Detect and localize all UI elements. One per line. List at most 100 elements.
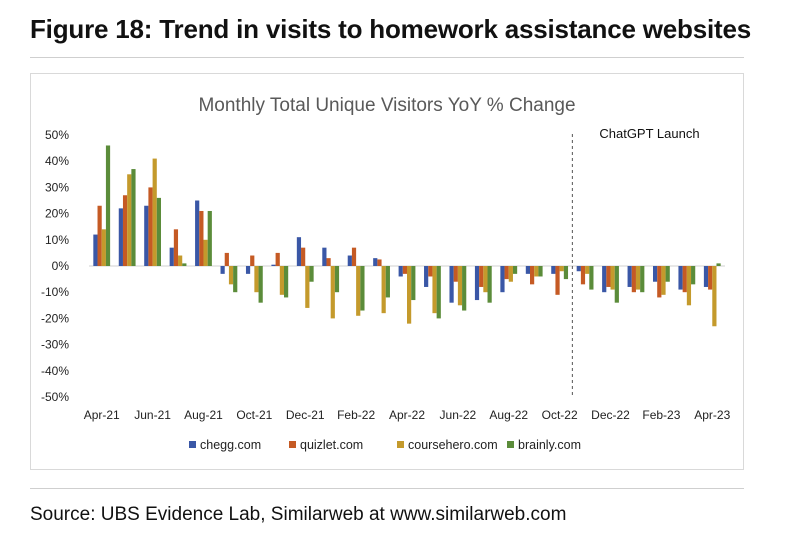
bar-chegg-com	[424, 266, 429, 287]
bar-chegg-com	[169, 247, 174, 266]
bar-coursehero-com	[228, 266, 234, 285]
bar-coursehero-com	[127, 174, 132, 266]
source-note: Source: UBS Evidence Lab, Similarweb at …	[30, 504, 567, 525]
bar-brainly-com	[360, 266, 365, 311]
bar-chegg-com	[703, 266, 709, 287]
bar-chegg-com	[627, 266, 632, 287]
y-tick-label: 0%	[52, 259, 70, 273]
bar-chegg-com	[653, 266, 658, 282]
bar-brainly-com	[665, 266, 670, 282]
bar-brainly-com	[334, 266, 340, 293]
legend-label: brainly.com	[518, 438, 581, 452]
bar-chart: Monthly Total Unique Visitors YoY % Chan…	[41, 95, 731, 452]
bar-brainly-com	[385, 266, 390, 298]
bar-coursehero-com	[305, 266, 310, 308]
bar-quizlet-com	[351, 247, 357, 266]
chatgpt-launch-annotation: ChatGPT Launch	[571, 126, 700, 396]
bar-quizlet-com	[326, 258, 331, 266]
bar-chegg-com	[373, 258, 378, 266]
bar-quizlet-com	[631, 266, 636, 293]
annotation-label: ChatGPT Launch	[599, 126, 699, 141]
x-tick-label: Aug-21	[184, 408, 223, 422]
bar-brainly-com	[233, 266, 238, 293]
bar-chegg-com	[220, 266, 225, 274]
bar-chegg-com	[93, 234, 98, 266]
bottom-divider	[30, 488, 744, 489]
y-tick-label: -50%	[41, 390, 69, 404]
y-tick-label: 20%	[45, 207, 69, 221]
chart-container: Monthly Total Unique Visitors YoY % Chan…	[30, 73, 744, 470]
bar-chegg-com	[245, 266, 251, 274]
x-tick-label: Apr-23	[694, 408, 730, 422]
x-tick-label: Dec-22	[591, 408, 630, 422]
bar-coursehero-com	[483, 266, 488, 293]
bar-chegg-com	[271, 264, 276, 266]
legend-swatch	[189, 441, 196, 448]
bar-coursehero-com	[585, 266, 590, 274]
bar-coursehero-com	[686, 266, 692, 306]
bar-chegg-com	[525, 266, 530, 274]
bar-brainly-com	[284, 266, 289, 298]
bar-brainly-com	[131, 169, 136, 266]
bar-quizlet-com	[504, 266, 509, 280]
x-tick-label: Feb-22	[337, 408, 375, 422]
x-tick-label: Apr-21	[84, 408, 120, 422]
bar-chegg-com	[500, 266, 505, 293]
bar-quizlet-com	[453, 266, 458, 282]
bar-brainly-com	[309, 266, 314, 282]
legend: chegg.com quizlet.com coursehero.com brainl…	[189, 438, 581, 452]
bar-chegg-com	[576, 266, 581, 272]
y-tick-label: -40%	[41, 364, 69, 378]
x-tick-label: Feb-23	[642, 408, 680, 422]
y-axis: 50% 40% 30% 20% 10% 0% -10% -20% -30% -40% -50%	[41, 128, 725, 404]
bar-brainly-com	[589, 266, 594, 290]
bars	[93, 145, 721, 327]
legend-label: coursehero.com	[408, 438, 498, 452]
y-tick-label: 10%	[45, 233, 69, 247]
bar-coursehero-com	[559, 266, 564, 272]
bar-quizlet-com	[402, 266, 407, 274]
bar-quizlet-com	[530, 266, 535, 285]
x-tick-label: Jun-21	[134, 408, 171, 422]
y-tick-label: -20%	[41, 311, 69, 325]
bar-brainly-com	[182, 263, 187, 266]
bar-quizlet-com	[199, 210, 204, 266]
bar-coursehero-com	[101, 229, 106, 266]
bar-quizlet-com	[682, 266, 687, 293]
bar-chegg-com	[296, 237, 302, 266]
bar-brainly-com	[563, 266, 569, 280]
bar-coursehero-com	[381, 266, 386, 314]
bar-coursehero-com	[178, 255, 183, 266]
bar-coursehero-com	[152, 158, 157, 266]
bar-coursehero-com	[356, 266, 361, 316]
top-divider	[30, 57, 744, 58]
bar-brainly-com	[462, 266, 467, 311]
bar-chegg-com	[347, 255, 352, 266]
bar-brainly-com	[487, 266, 492, 303]
bar-coursehero-com	[635, 266, 641, 290]
bar-quizlet-com	[275, 252, 280, 266]
bar-chegg-com	[118, 208, 123, 266]
y-tick-label: 30%	[45, 180, 69, 194]
bar-chegg-com	[144, 205, 149, 266]
bar-quizlet-com	[555, 266, 560, 295]
y-tick-label: 40%	[45, 154, 69, 168]
bar-quizlet-com	[97, 205, 102, 266]
bar-brainly-com	[207, 210, 212, 266]
bar-coursehero-com	[330, 266, 335, 319]
bar-chegg-com	[449, 266, 454, 303]
bar-chegg-com	[602, 266, 607, 293]
x-tick-label: Aug-22	[489, 408, 528, 422]
x-tick-label: Oct-21	[236, 408, 272, 422]
bar-chegg-com	[551, 266, 556, 274]
bar-brainly-com	[411, 266, 416, 301]
legend-swatch	[397, 441, 404, 448]
bar-chegg-com	[322, 247, 327, 266]
x-tick-label: Jun-22	[440, 408, 477, 422]
bar-brainly-com	[512, 266, 518, 274]
bar-brainly-com	[640, 266, 645, 293]
y-tick-label: -30%	[41, 338, 69, 352]
bar-coursehero-com	[254, 266, 259, 293]
figure-title: Figure 18: Trend in visits to homework a…	[30, 14, 751, 44]
x-tick-label: Dec-21	[286, 408, 325, 422]
